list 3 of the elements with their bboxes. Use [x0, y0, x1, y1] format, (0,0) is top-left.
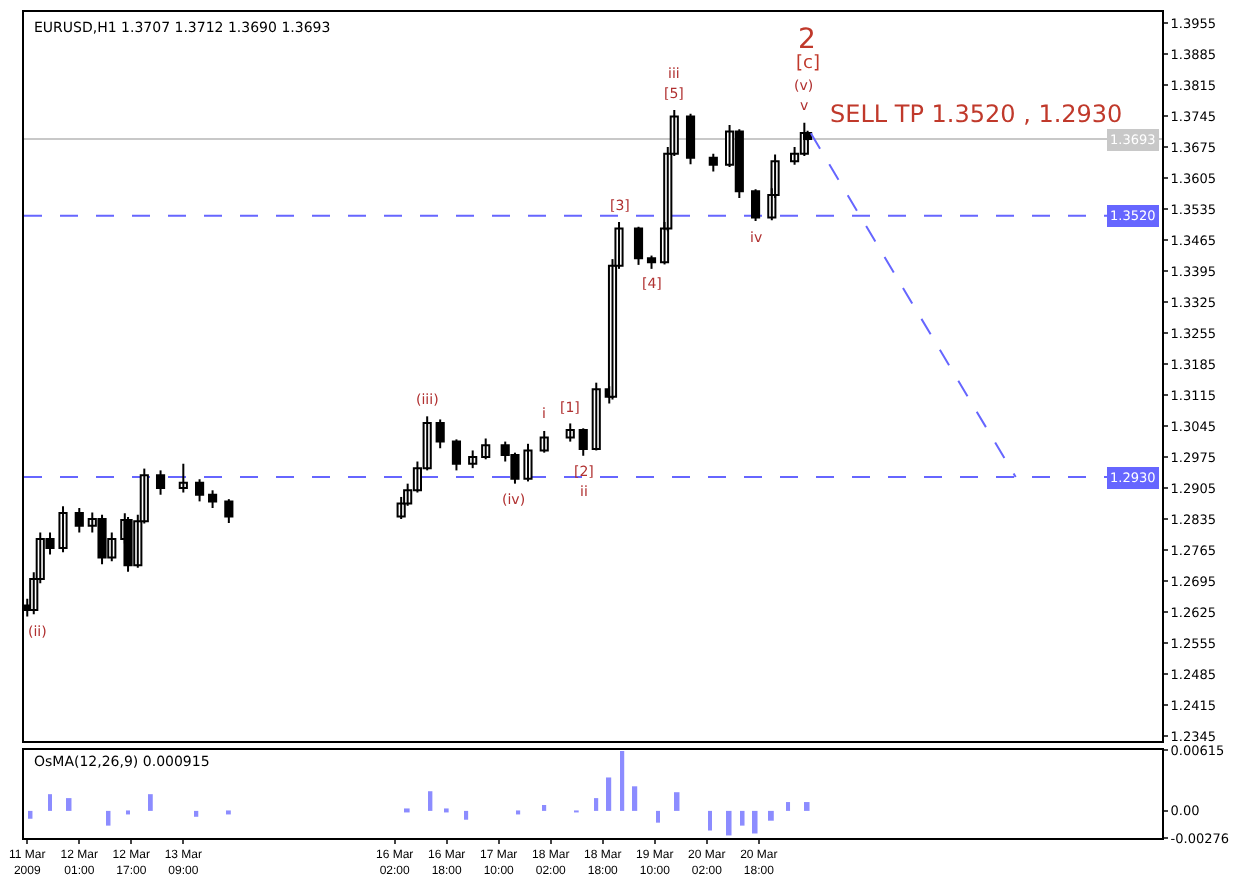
annotation: SELL TP 1.3520 , 1.2930 — [830, 100, 1123, 128]
annotation: [c] — [796, 54, 820, 74]
annotation: 2 — [798, 24, 816, 56]
